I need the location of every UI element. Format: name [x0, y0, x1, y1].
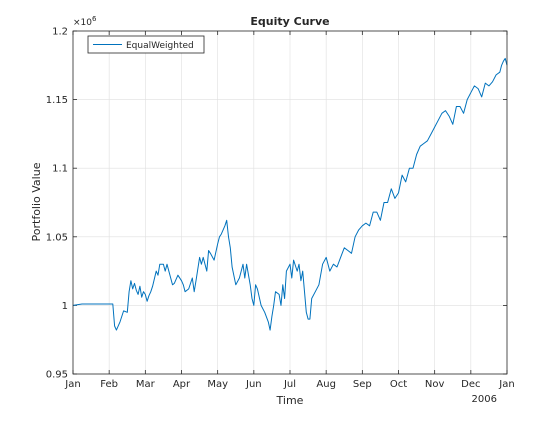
x-tick-label: Jun — [245, 379, 262, 390]
tick-labels: Jan Feb Mar Apr May Jun Jul Aug Sep Oct Nov Dec Jan0… — [46, 27, 515, 391]
y-tick-label: 0.95 — [46, 370, 68, 381]
x-tick-label: Jul — [283, 379, 296, 390]
series-group — [72, 57, 508, 331]
y-axis-label: Portfolio Value — [30, 162, 43, 241]
x-tick-label: Mar — [136, 379, 156, 390]
chart-title: Equity Curve — [250, 15, 329, 28]
legend: EqualWeighted — [87, 35, 205, 54]
x-tick-label: Jan — [498, 379, 514, 390]
y-tick-label: 1.2 — [52, 27, 68, 38]
y-tick-label: 1.1 — [52, 164, 68, 175]
x-tick-label: May — [207, 379, 228, 390]
x-tick-label: Dec — [461, 379, 480, 390]
x-year-label: 2006 — [472, 394, 497, 405]
x-tick-label: Sep — [353, 379, 372, 390]
x-tick-label: Aug — [316, 379, 336, 390]
series-line-equalweighted — [72, 57, 508, 331]
y-exponent-label: ×106 — [73, 15, 97, 28]
y-tick-label: 1.05 — [46, 232, 68, 243]
x-tick-label: Jan — [64, 379, 80, 390]
x-tick-label: Oct — [390, 379, 407, 390]
legend-box — [87, 35, 205, 54]
legend-label-equalweighted: EqualWeighted — [126, 41, 194, 51]
x-tick-label: Apr — [173, 379, 191, 390]
y-tick-label: 1.15 — [46, 95, 68, 106]
y-tick-label: 1 — [62, 301, 68, 312]
x-tick-label: Nov — [425, 379, 445, 390]
grid — [73, 31, 507, 374]
x-tick-label: Feb — [100, 379, 118, 390]
x-axis-label: Time — [276, 394, 304, 407]
plot-frame — [72, 30, 508, 375]
